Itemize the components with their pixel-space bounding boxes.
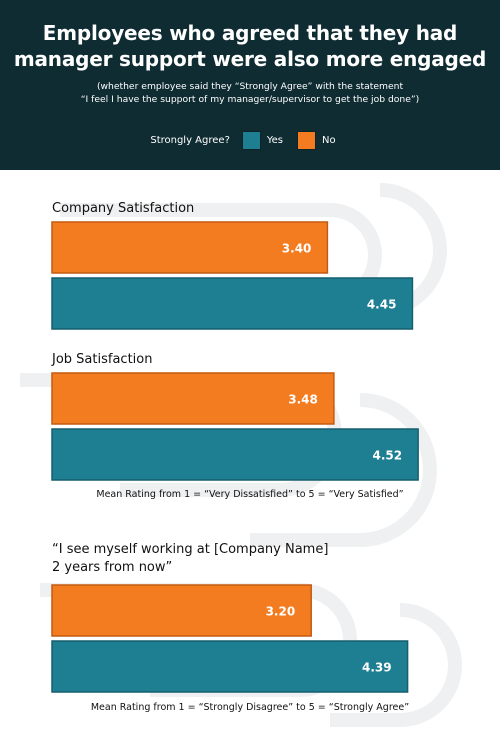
legend-item-yes: Yes	[241, 131, 284, 150]
bar-3-no	[51, 584, 312, 637]
group-title-1-line-1: Company Satisfaction	[52, 201, 194, 216]
legend-swatch-no	[297, 131, 317, 150]
chart-panel: Company Satisfaction 3.40 4.45 Job Satisfac…	[0, 170, 500, 750]
group-note-2: Mean Rating from 1 = “Very Dissatisfied”…	[96, 489, 403, 500]
group-title-2-line-1: Job Satisfaction	[51, 352, 152, 367]
header: Employees who agreed that they had manag…	[0, 0, 500, 170]
bar-1-yes	[51, 277, 414, 330]
bar-2-yes	[51, 428, 419, 481]
legend-title: Strongly Agree?	[150, 135, 230, 146]
subtitle-line-2: “I feel I have the support of my manager…	[80, 94, 420, 105]
bar-label-2-yes: 4.52	[373, 449, 403, 463]
bar-label-3-no: 3.20	[266, 605, 296, 619]
bar-label-2-no: 3.48	[288, 393, 318, 407]
bar-label-1-yes: 4.45	[367, 298, 397, 312]
title-line-1: Employees who agreed that they had	[42, 21, 458, 45]
group-note-3: Mean Rating from 1 = “Strongly Disagree”…	[91, 702, 409, 713]
bar-1-no	[51, 221, 329, 274]
bar-2-no	[51, 372, 335, 425]
chart-subtitle: (whether employee said they “Strongly Ag…	[10, 80, 490, 106]
legend-swatch-yes	[241, 131, 261, 150]
group-title-3-line-1: “I see myself working at [Company Name]	[52, 542, 328, 557]
legend: Strongly Agree? Yes No	[0, 131, 500, 150]
chart-plot: Company Satisfaction 3.40 4.45 Job Satisfac…	[51, 201, 419, 713]
legend-item-no: No	[297, 131, 336, 150]
legend-label-no: No	[322, 135, 336, 146]
legend-label-yes: Yes	[266, 135, 284, 146]
subtitle-line-1: (whether employee said they “Strongly Ag…	[96, 81, 404, 92]
title-line-2: manager support were also more engaged	[13, 47, 487, 71]
bar-3-yes	[51, 640, 409, 693]
bar-label-3-yes: 4.39	[362, 661, 392, 675]
group-title-3-line-2: 2 years from now”	[52, 560, 172, 575]
chart-title: Employees who agreed that they had manag…	[10, 20, 490, 72]
bar-label-1-no: 3.40	[282, 242, 312, 256]
